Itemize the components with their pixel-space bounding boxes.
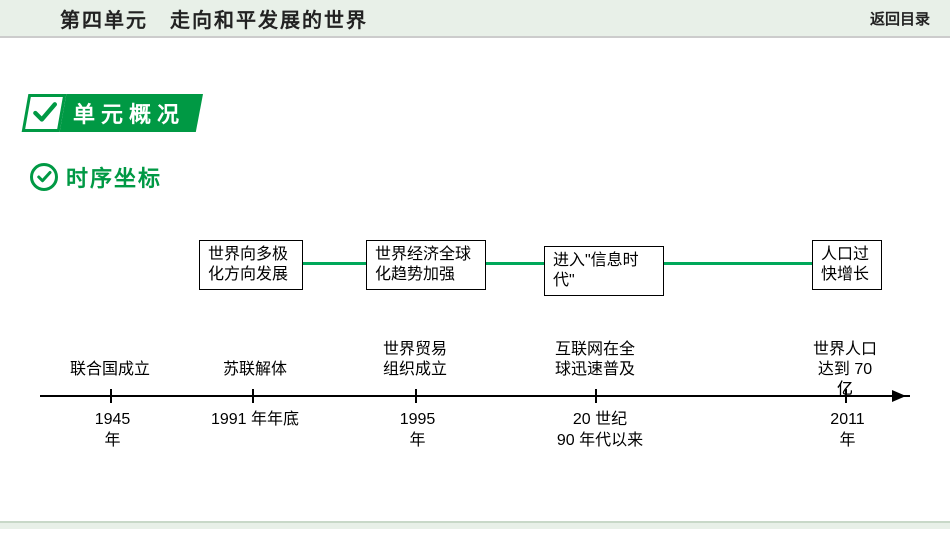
timeline-year-label: 1945 年: [85, 410, 140, 452]
unit-title: 第四单元 走向和平发展的世界: [60, 4, 368, 33]
badge-label: 单元概况: [59, 94, 203, 132]
header-bar: 第四单元 走向和平发展的世界 返回目录: [0, 0, 950, 38]
timeline-axis: [40, 395, 910, 397]
timeline-top-box: 世界向多极 化方向发展: [199, 240, 303, 290]
timeline-tick: [110, 389, 112, 403]
connector-line: [664, 262, 812, 265]
timeline-top-box: 人口过 快增长: [812, 240, 882, 290]
timeline-diagram: 世界向多极 化方向发展 世界经济全球 化趋势加强 进入"信息时 代" 人口过 快增长联…: [40, 240, 910, 470]
timeline-top-box: 世界经济全球 化趋势加强: [366, 240, 486, 290]
timeline-tick: [595, 389, 597, 403]
timeline-tick: [252, 389, 254, 403]
timeline-event-label: 苏联解体: [210, 360, 300, 380]
timeline-year-label: 20 世纪 90 年代以来: [540, 410, 660, 452]
timeline-event-label: 互联网在全 球迅速普及: [540, 340, 650, 380]
timeline-year-label: 1991 年年底: [200, 410, 310, 431]
circle-check-icon: [30, 163, 58, 191]
timeline-tick: [415, 389, 417, 403]
section-badge: 单元概况: [25, 93, 950, 133]
check-icon: [22, 94, 67, 132]
subtitle-row: 时序坐标: [30, 161, 950, 193]
timeline-top-box: 进入"信息时 代": [544, 246, 664, 296]
connector-line: [486, 262, 544, 265]
timeline-year-label: 1995 年: [390, 410, 445, 452]
connector-line: [303, 262, 366, 265]
timeline-tick: [845, 389, 847, 403]
timeline-event-label: 世界贸易 组织成立: [370, 340, 460, 380]
return-to-toc-link[interactable]: 返回目录: [870, 8, 930, 29]
arrowhead-icon: [892, 390, 906, 402]
subtitle-label: 时序坐标: [66, 161, 162, 193]
timeline-event-label: 联合国成立: [60, 360, 160, 380]
footer-bar: [0, 521, 950, 529]
timeline-year-label: 2011 年: [820, 410, 875, 452]
